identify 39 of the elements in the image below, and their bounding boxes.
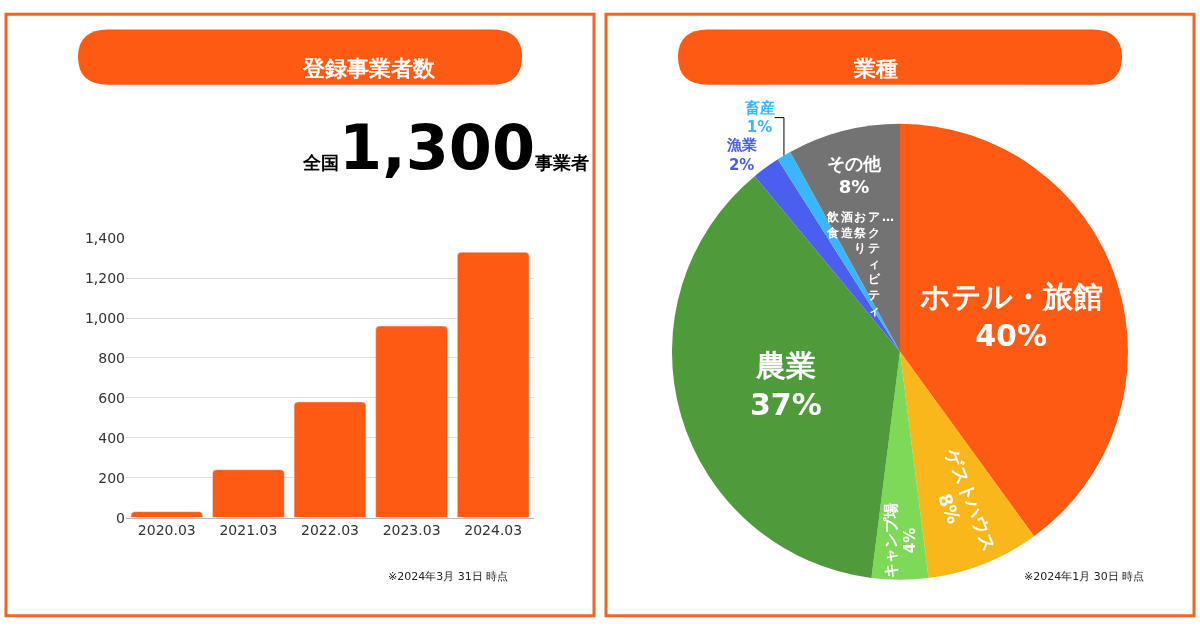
x-tick-label: 2020.03 [137, 522, 196, 539]
y-tick-label: 600 [98, 389, 125, 406]
text: ※2024年3月 31日 時点 [388, 570, 509, 583]
text: 酒造 [840, 210, 854, 240]
slice-label: その他 [827, 152, 883, 174]
bar [212, 469, 285, 518]
chart-title: 登録事業者数 [302, 56, 436, 81]
text: アクティビティ [868, 210, 881, 318]
y-tick-label: 1,200 [84, 270, 125, 287]
slice-label: ホテル・旅館 [919, 278, 1103, 314]
slice-label: 畜産 [743, 98, 775, 117]
data-label: 8% [838, 176, 870, 198]
y-tick-label: 1,000 [84, 309, 125, 326]
text: お祭り [853, 210, 867, 256]
bar [457, 251, 530, 518]
pie-slice [672, 176, 900, 579]
x-tick-label: 2023.03 [382, 522, 441, 539]
data-label: 4% [901, 527, 920, 554]
bar [130, 511, 203, 518]
data-label: 40% [975, 317, 1048, 353]
slice-label: キャンプ場 [881, 503, 900, 579]
data-label: 1% [746, 118, 773, 137]
y-tick-label: 200 [98, 469, 125, 486]
slice-label: 漁業 [725, 136, 757, 155]
bar [293, 401, 367, 518]
x-tick-label: 2024.03 [464, 522, 523, 539]
x-tick-label: 2021.03 [219, 522, 278, 539]
text: ※2024年1月 30日 時点 [1024, 570, 1145, 583]
y-tick-label: 800 [98, 349, 125, 366]
chart-title: 業種 [853, 56, 898, 81]
y-tick-label: 1,400 [84, 230, 125, 247]
y-tick-label: 0 [116, 509, 125, 526]
y-tick-label: 400 [98, 429, 125, 446]
data-label: 2% [728, 155, 755, 174]
slice-label: 農業 [754, 348, 816, 384]
text: … [882, 210, 894, 224]
data-label: 37% [749, 387, 822, 423]
x-tick-label: 2022.03 [301, 522, 359, 539]
bar [375, 325, 448, 518]
